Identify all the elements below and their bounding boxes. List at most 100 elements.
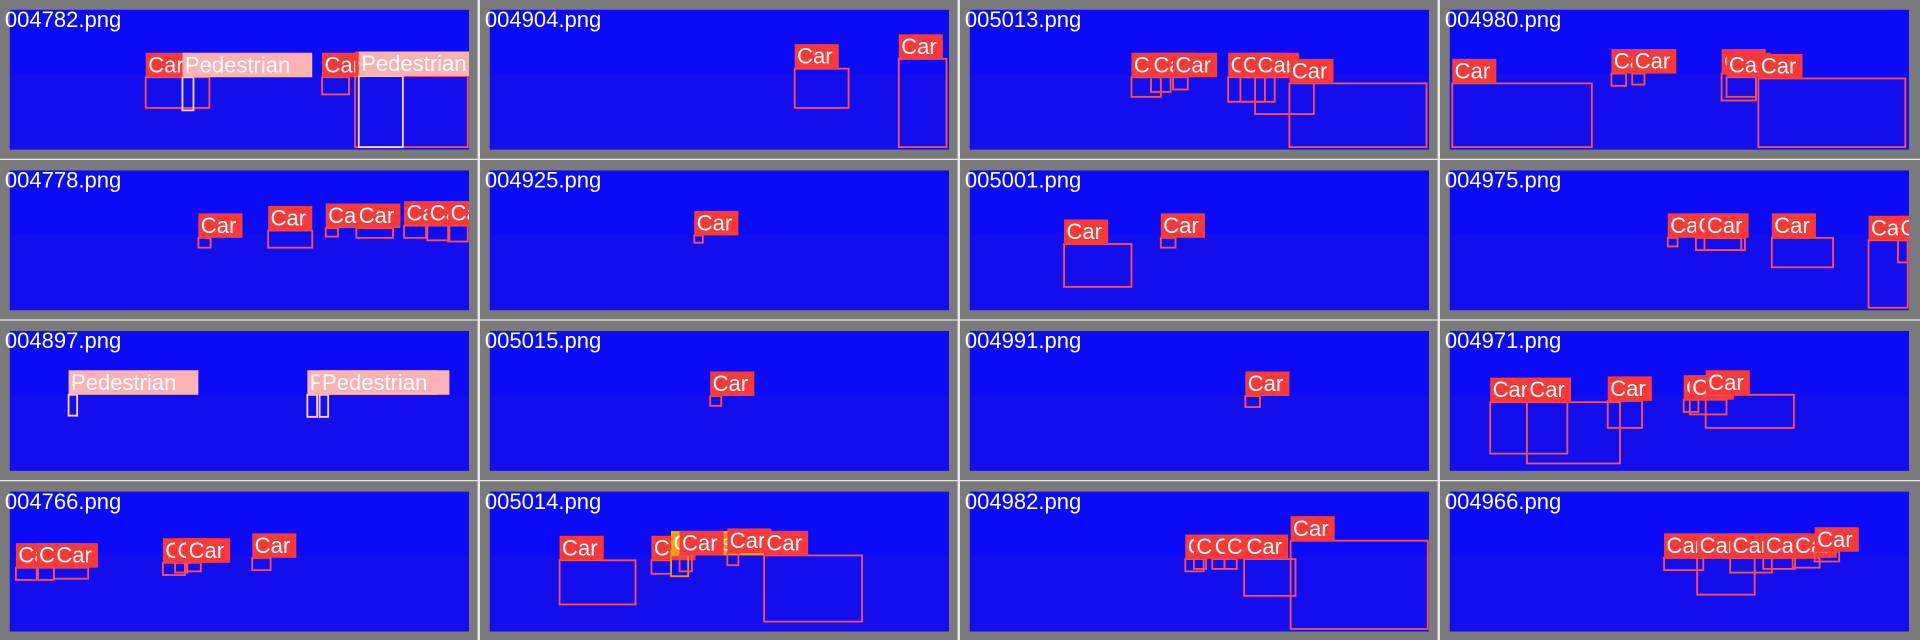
label-tag	[1289, 58, 1334, 84]
label-text: Pedestrian	[361, 51, 466, 76]
label-text: Car	[1774, 213, 1810, 238]
label-text: Car	[255, 533, 291, 558]
label-tag	[1173, 52, 1218, 78]
road-band	[1449, 234, 1909, 311]
road-band	[489, 555, 949, 632]
label-text: Car	[1700, 533, 1736, 558]
file-name: 004766.png	[5, 489, 121, 514]
file-name: 004982.png	[965, 489, 1081, 514]
road-band	[969, 73, 1429, 150]
label-tag	[1632, 49, 1677, 74]
road-band	[1449, 73, 1909, 150]
label-tag	[319, 370, 450, 395]
tile: PedestrianPedestrianPedestrian	[9, 331, 469, 471]
boxes: CarCarCyclistCarCarCar	[558, 528, 863, 623]
road-band	[489, 394, 949, 471]
label-text: Car	[1761, 54, 1797, 79]
label-tag	[764, 530, 809, 556]
bounding-box	[1288, 82, 1428, 149]
bounding-box	[251, 556, 272, 572]
road-band	[969, 394, 1429, 471]
label-tag	[252, 533, 297, 558]
label-text: Car	[324, 52, 360, 77]
label-tag	[268, 205, 313, 231]
bounding-box	[1791, 556, 1821, 569]
label-tag	[1160, 213, 1205, 238]
label-tag	[358, 51, 469, 77]
label-tag	[68, 370, 199, 395]
label-text: Car	[201, 213, 237, 238]
label-text: Car	[1529, 377, 1565, 402]
label-text: Car	[1293, 516, 1329, 541]
label-tag	[356, 203, 401, 229]
label-text: Car	[1610, 376, 1646, 401]
label-text: Pedestrian	[71, 370, 176, 395]
tile: Car	[489, 170, 949, 311]
road-band	[9, 73, 469, 150]
label-tag	[53, 543, 98, 568]
file-name: 005001.png	[965, 168, 1081, 193]
tile: CarCarCyclistCarCarCar	[489, 491, 949, 632]
label-tag	[1452, 58, 1497, 84]
road-band	[489, 73, 949, 150]
label-text: Car	[1163, 213, 1199, 238]
label-text: Car	[1708, 370, 1744, 395]
file-name: 004925.png	[485, 168, 601, 193]
tile: Car	[489, 331, 949, 471]
label-text: Car	[901, 34, 937, 59]
label-tag	[1897, 215, 1909, 241]
road-band	[1449, 394, 1909, 471]
label-text: Car	[697, 210, 733, 235]
road-band	[9, 234, 469, 311]
label-tag	[448, 201, 469, 226]
bounding-box	[1526, 401, 1621, 465]
label-text: Car	[451, 201, 487, 226]
label-text: Car	[1067, 219, 1103, 244]
file-name: 004897.png	[5, 328, 121, 353]
file-name: 004782.png	[5, 7, 121, 32]
label-text: Car	[1258, 52, 1294, 77]
label-text: Car	[682, 530, 718, 555]
label-text: Car	[271, 206, 307, 231]
bounding-box	[1762, 556, 1797, 570]
label-text: Car	[1733, 533, 1769, 558]
file-name: 004991.png	[965, 328, 1081, 353]
label-tag	[1244, 534, 1289, 560]
bounding-box	[1696, 556, 1756, 596]
label-text: Car	[797, 44, 833, 69]
label-tag	[182, 52, 313, 78]
boxes: CarPedestrianCarCarPedestrian	[144, 51, 469, 149]
boxes: Car	[709, 371, 755, 407]
label-text: Car	[713, 371, 749, 396]
label-text: Pedestrian	[322, 370, 427, 395]
tile: Car	[969, 331, 1429, 471]
label-tag	[1758, 53, 1803, 79]
label-text: Car	[1667, 533, 1703, 558]
file-name: 005014.png	[485, 489, 601, 514]
file-name: 004966.png	[1445, 489, 1561, 514]
label-tag	[710, 371, 755, 397]
label-text: Car	[767, 530, 803, 555]
label-tag	[1064, 219, 1109, 244]
road-band	[969, 234, 1429, 311]
boxes: Car	[1244, 371, 1290, 408]
road-band	[1449, 555, 1909, 632]
label-text: Car	[1248, 371, 1284, 396]
file-name: 004778.png	[5, 168, 121, 193]
label-text: Car	[1292, 58, 1328, 83]
label-text: Car	[730, 528, 766, 553]
